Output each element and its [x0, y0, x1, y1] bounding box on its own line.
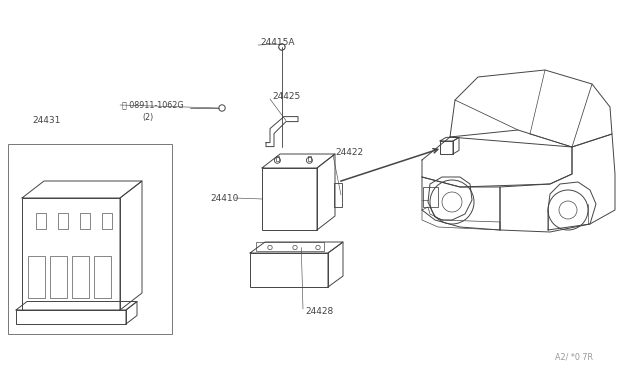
Bar [8, 144, 172, 334]
Bar [440, 141, 453, 154]
Bar [94, 256, 111, 298]
Text: 24422: 24422 [335, 148, 363, 157]
Bar [334, 183, 342, 207]
Bar [72, 256, 89, 298]
Bar [28, 256, 45, 298]
Bar [50, 256, 67, 298]
Text: A2/ *0 7R: A2/ *0 7R [555, 353, 593, 362]
Bar [36, 214, 46, 230]
Bar [80, 214, 90, 230]
Text: 24415A: 24415A [260, 38, 294, 46]
Bar [256, 242, 324, 250]
Bar [308, 156, 311, 161]
Text: 24428: 24428 [305, 308, 333, 317]
Bar [262, 168, 317, 230]
Bar [58, 214, 68, 230]
Bar [250, 253, 328, 287]
Bar [423, 187, 438, 207]
Text: ⓝ 08911-1062G: ⓝ 08911-1062G [122, 100, 184, 109]
Bar [22, 198, 120, 310]
Bar [276, 156, 279, 161]
Text: 24410: 24410 [210, 193, 238, 202]
Bar [102, 214, 112, 230]
Text: (2): (2) [142, 112, 153, 122]
Text: 24431: 24431 [32, 115, 60, 125]
Bar [16, 310, 126, 324]
Text: 24425: 24425 [272, 92, 300, 100]
